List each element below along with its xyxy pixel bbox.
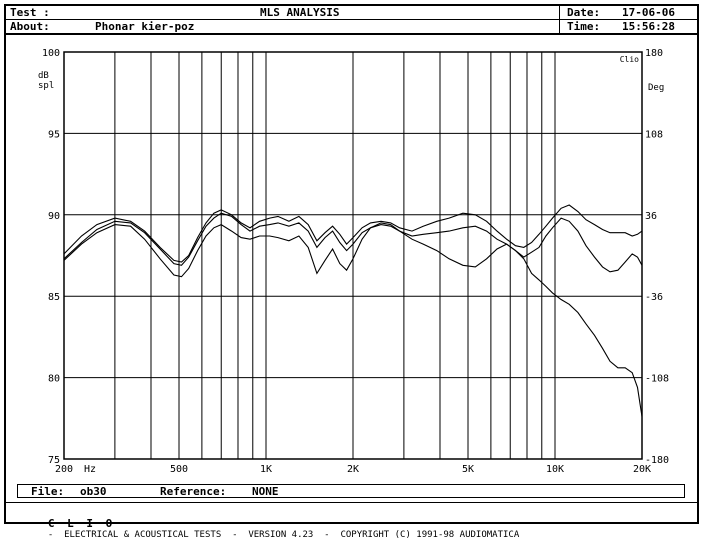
date-label: Date:: [567, 6, 601, 19]
y2-tick-label: -180: [645, 455, 669, 466]
x-tick-label: 5K: [462, 464, 474, 475]
file-label: File:: [31, 485, 65, 498]
y-axis-label-line2: spl: [38, 81, 54, 91]
y-tick-label: 100: [42, 48, 60, 59]
file-value: ob30: [80, 485, 107, 498]
reference-value: NONE: [252, 485, 279, 498]
about-label: About:: [10, 20, 50, 33]
y-tick-label: 75: [48, 455, 60, 466]
y2-tick-label: -36: [645, 292, 663, 303]
series-line-2: [63, 204, 643, 263]
date-value: 17-06-06: [622, 6, 675, 19]
x-tick-label: 500: [170, 464, 188, 475]
x-axis-unit-label: Hz: [84, 464, 96, 475]
time-value: 15:56:28: [622, 20, 675, 33]
brand-label: C L I O: [47, 517, 116, 530]
credits-text: - ELECTRICAL & ACOUSTICAL TESTS - VERSIO…: [47, 530, 520, 540]
x-tick-label: 10K: [546, 464, 564, 475]
y-axis-label-line1: dB: [38, 71, 49, 81]
time-label: Time:: [567, 20, 601, 33]
about-value: Phonar kier-poz: [95, 20, 195, 33]
footer-info-box: [17, 484, 685, 498]
header-divider-1: [4, 19, 699, 20]
app-frame: [4, 4, 699, 524]
header-divider-2: [4, 33, 699, 35]
y2-tick-label: 36: [645, 211, 657, 222]
x-tick-label: 1K: [260, 464, 272, 475]
y2-tick-label: 108: [645, 129, 663, 140]
y2-axis-label: Deg: [648, 83, 664, 93]
y2-tick-label: -108: [645, 374, 669, 385]
reference-label: Reference:: [160, 485, 227, 498]
y2-tick-label: 180: [645, 48, 663, 59]
header-right-divider: [559, 4, 560, 34]
y-tick-label: 90: [48, 211, 60, 222]
corner-label: Clio: [620, 55, 639, 64]
x-tick-label: 200: [55, 464, 73, 475]
y-tick-label: 80: [48, 374, 60, 385]
footer-divider: [4, 502, 699, 503]
x-tick-label: 20K: [633, 464, 651, 475]
y-tick-label: 95: [48, 129, 60, 140]
y-tick-label: 85: [48, 292, 60, 303]
plot-border: [63, 51, 643, 460]
test-label: Test :: [10, 6, 50, 19]
credits-bar: C L I O - ELECTRICAL & ACOUSTICAL TESTS …: [37, 507, 519, 540]
x-tick-label: 2K: [347, 464, 359, 475]
page-title: MLS ANALYSIS: [260, 6, 340, 19]
series-line-3: [63, 217, 643, 278]
